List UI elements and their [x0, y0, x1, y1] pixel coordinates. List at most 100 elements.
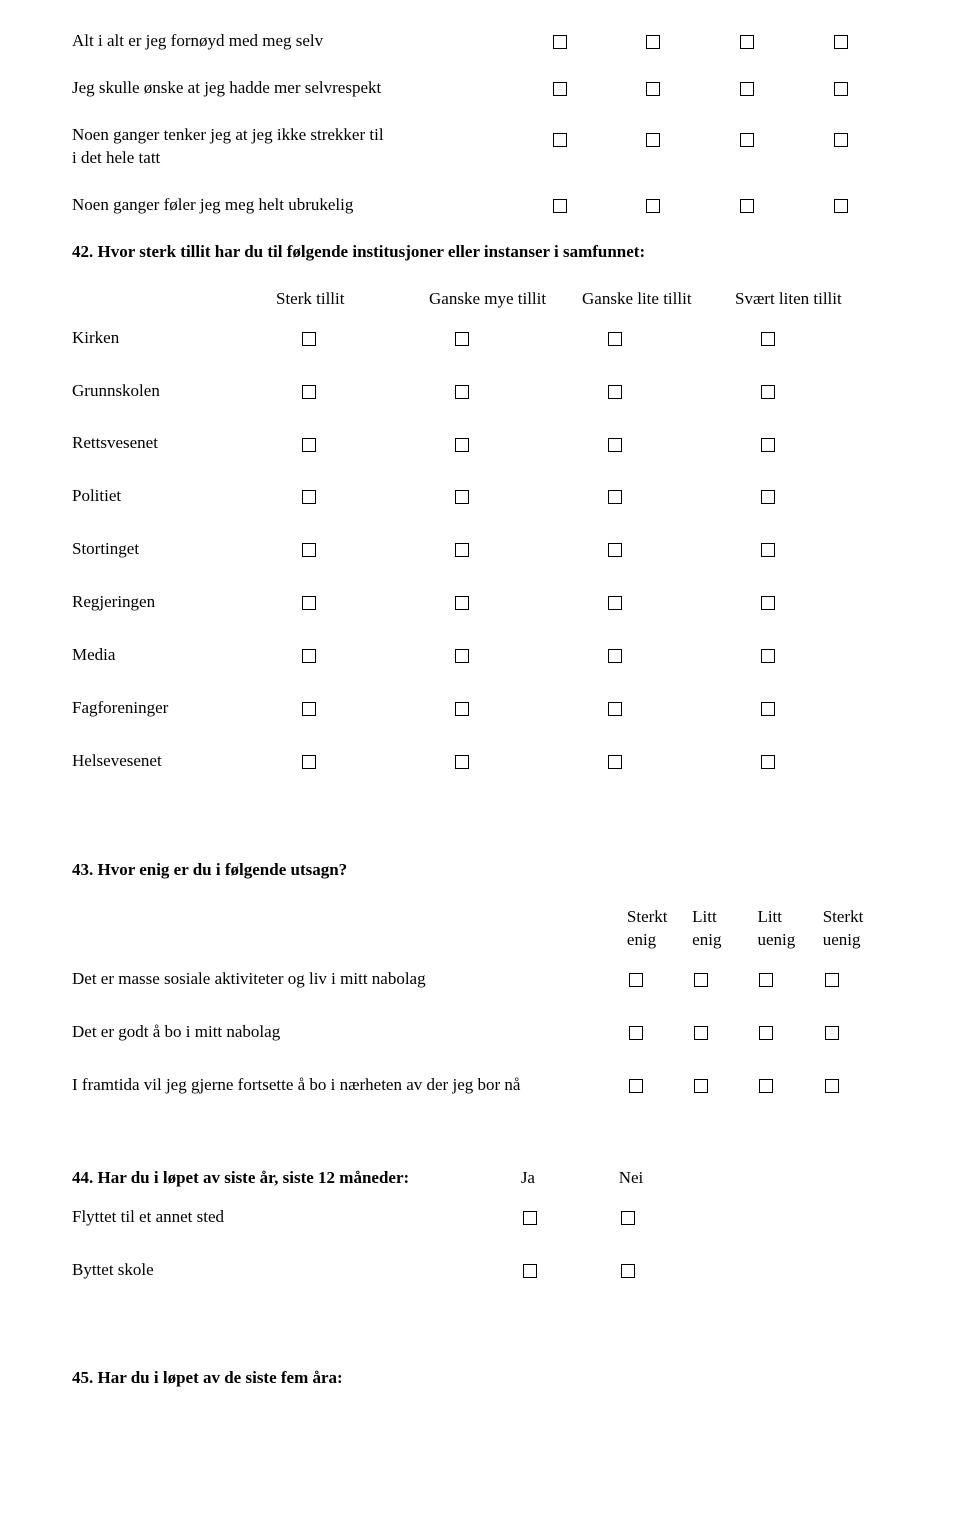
- q43-col-3-header-l1: Litt: [757, 907, 782, 926]
- q41-row-3-col-4-checkbox[interactable]: [834, 133, 848, 147]
- q42-row-1-col-1-checkbox[interactable]: [302, 332, 316, 346]
- q43-col-2-header-l1: Litt: [692, 907, 717, 926]
- q41-row-3-col-3-checkbox[interactable]: [740, 133, 754, 147]
- q43-row-2-col-2-checkbox[interactable]: [694, 1026, 708, 1040]
- q44-row-1: Flyttet til et annet sted: [72, 1200, 888, 1253]
- q42-row-7-col-4-checkbox[interactable]: [761, 649, 775, 663]
- q41-row-2-col-4-checkbox[interactable]: [834, 82, 848, 96]
- q42-row-9: Helsevesenet: [72, 744, 888, 797]
- q43-block: 43. Hvor enig er du i følgende utsagn? S…: [72, 859, 888, 1121]
- q41-row-2-col-1-checkbox[interactable]: [553, 82, 567, 96]
- q42-col-4-header: Svært liten tillit: [735, 270, 888, 321]
- q42-row-4-col-1-checkbox[interactable]: [302, 490, 316, 504]
- q43-row-1-col-4-checkbox[interactable]: [825, 973, 839, 987]
- q42-row-1-col-2-checkbox[interactable]: [455, 332, 469, 346]
- q44-row-2-col-2-checkbox[interactable]: [621, 1264, 635, 1278]
- q42-row-9-col-1-checkbox[interactable]: [302, 755, 316, 769]
- q42-row-5-col-3-checkbox[interactable]: [608, 543, 622, 557]
- q43-col-4-header: Sterkt uenig: [823, 888, 888, 962]
- q45-heading: 45. Har du i løpet av de siste fem åra:: [72, 1367, 888, 1390]
- q43-row-2-col-3-checkbox[interactable]: [759, 1026, 773, 1040]
- q41-row-3-col-1-checkbox[interactable]: [553, 133, 567, 147]
- q42-row-2: Grunnskolen: [72, 374, 888, 427]
- q41-row-4-col-4-checkbox[interactable]: [834, 199, 848, 213]
- q43-row-1-col-3-checkbox[interactable]: [759, 973, 773, 987]
- q42-row-1-label: Kirken: [72, 321, 276, 374]
- q42-row-3-col-1-checkbox[interactable]: [302, 438, 316, 452]
- q43-row-3-col-3-checkbox[interactable]: [759, 1079, 773, 1093]
- q42-row-9-col-4-checkbox[interactable]: [761, 755, 775, 769]
- q44-row-2: Byttet skole: [72, 1253, 888, 1306]
- q42-row-5-col-4-checkbox[interactable]: [761, 543, 775, 557]
- q43-row-1-col-1-checkbox[interactable]: [629, 973, 643, 987]
- q41-row-2-col-2-checkbox[interactable]: [646, 82, 660, 96]
- q42-row-8-col-1-checkbox[interactable]: [302, 702, 316, 716]
- q42-row-5-col-2-checkbox[interactable]: [455, 543, 469, 557]
- q44-row-1-col-2-checkbox[interactable]: [621, 1211, 635, 1225]
- q41-row-2-col-3-checkbox[interactable]: [740, 82, 754, 96]
- q43-row-3-col-2-checkbox[interactable]: [694, 1079, 708, 1093]
- q42-row-4-col-4-checkbox[interactable]: [761, 490, 775, 504]
- q42-row-8-col-4-checkbox[interactable]: [761, 702, 775, 716]
- q42-row-9-label: Helsevesenet: [72, 744, 276, 797]
- q42-row-7-label: Media: [72, 638, 276, 691]
- q43-row-1: Det er masse sosiale aktiviteter og liv …: [72, 962, 888, 1015]
- q42-row-3-col-4-checkbox[interactable]: [761, 438, 775, 452]
- q43-row-3-label: I framtida vil jeg gjerne fortsette å bo…: [72, 1068, 627, 1121]
- q41-row-4-col-3-checkbox[interactable]: [740, 199, 754, 213]
- q41-row-1-col-1-checkbox[interactable]: [553, 35, 567, 49]
- q42-row-6-col-1-checkbox[interactable]: [302, 596, 316, 610]
- q43-col-3-header-l2: uenig: [757, 930, 795, 949]
- q41-row-4-col-1-checkbox[interactable]: [553, 199, 567, 213]
- q42-row-8-col-2-checkbox[interactable]: [455, 702, 469, 716]
- q42-row-4-col-2-checkbox[interactable]: [455, 490, 469, 504]
- q42-row-1-col-3-checkbox[interactable]: [608, 332, 622, 346]
- q43-row-1-col-2-checkbox[interactable]: [694, 973, 708, 987]
- q42-row-2-col-1-checkbox[interactable]: [302, 385, 316, 399]
- q41-row-3-label-line2: i det hele tatt: [72, 148, 160, 167]
- q41-row-4-label: Noen ganger føler jeg meg helt ubrukelig: [72, 194, 513, 241]
- q42-row-2-col-4-checkbox[interactable]: [761, 385, 775, 399]
- q43-row-1-label: Det er masse sosiale aktiviteter og liv …: [72, 962, 627, 1015]
- q41-row-1-col-4-checkbox[interactable]: [834, 35, 848, 49]
- q42-heading: 42. Hvor sterk tillit har du til følgend…: [72, 241, 888, 264]
- q41-row-4-col-2-checkbox[interactable]: [646, 199, 660, 213]
- q43-row-3-col-4-checkbox[interactable]: [825, 1079, 839, 1093]
- q42-row-9-col-2-checkbox[interactable]: [455, 755, 469, 769]
- q43-row-2-col-1-checkbox[interactable]: [629, 1026, 643, 1040]
- q44-block: 44. Har du i løpet av siste år, siste 12…: [72, 1149, 888, 1306]
- q42-row-2-col-3-checkbox[interactable]: [608, 385, 622, 399]
- q41-row-1-col-2-checkbox[interactable]: [646, 35, 660, 49]
- q42-row-3-col-2-checkbox[interactable]: [455, 438, 469, 452]
- q43-col-3-header: Litt uenig: [757, 888, 822, 962]
- q42-row-2-col-2-checkbox[interactable]: [455, 385, 469, 399]
- q42-row-5-label: Stortinget: [72, 532, 276, 585]
- q42-row-9-col-3-checkbox[interactable]: [608, 755, 622, 769]
- q42-col-1-header: Sterk tillit: [276, 270, 429, 321]
- q42-row-7-col-2-checkbox[interactable]: [455, 649, 469, 663]
- q42-row-8-col-3-checkbox[interactable]: [608, 702, 622, 716]
- q42-row-6-col-2-checkbox[interactable]: [455, 596, 469, 610]
- q42-row-6-col-4-checkbox[interactable]: [761, 596, 775, 610]
- q42-row-6-label: Regjeringen: [72, 585, 276, 638]
- q41-row-1-col-3-checkbox[interactable]: [740, 35, 754, 49]
- q42-row-4-col-3-checkbox[interactable]: [608, 490, 622, 504]
- q43-col-2-header: Litt enig: [692, 888, 757, 962]
- q43-row-2: Det er godt å bo i mitt nabolag: [72, 1015, 888, 1068]
- q42-row-5-col-1-checkbox[interactable]: [302, 543, 316, 557]
- q43-row-2-col-4-checkbox[interactable]: [825, 1026, 839, 1040]
- q42-row-1: Kirken: [72, 321, 888, 374]
- q43-col-4-header-l1: Sterkt: [823, 907, 864, 926]
- q43-row-3-col-1-checkbox[interactable]: [629, 1079, 643, 1093]
- q44-row-2-col-1-checkbox[interactable]: [523, 1264, 537, 1278]
- q42-row-7-col-3-checkbox[interactable]: [608, 649, 622, 663]
- q44-row-1-col-1-checkbox[interactable]: [523, 1211, 537, 1225]
- q42-row-3-col-3-checkbox[interactable]: [608, 438, 622, 452]
- q42-row-6-col-3-checkbox[interactable]: [608, 596, 622, 610]
- q42-row-4: Politiet: [72, 479, 888, 532]
- q43-col-2-header-l2: enig: [692, 930, 721, 949]
- q41-row-3-col-2-checkbox[interactable]: [646, 133, 660, 147]
- q42-row-7-col-1-checkbox[interactable]: [302, 649, 316, 663]
- q43-col-1-header: Sterkt enig: [627, 888, 692, 962]
- q42-row-1-col-4-checkbox[interactable]: [761, 332, 775, 346]
